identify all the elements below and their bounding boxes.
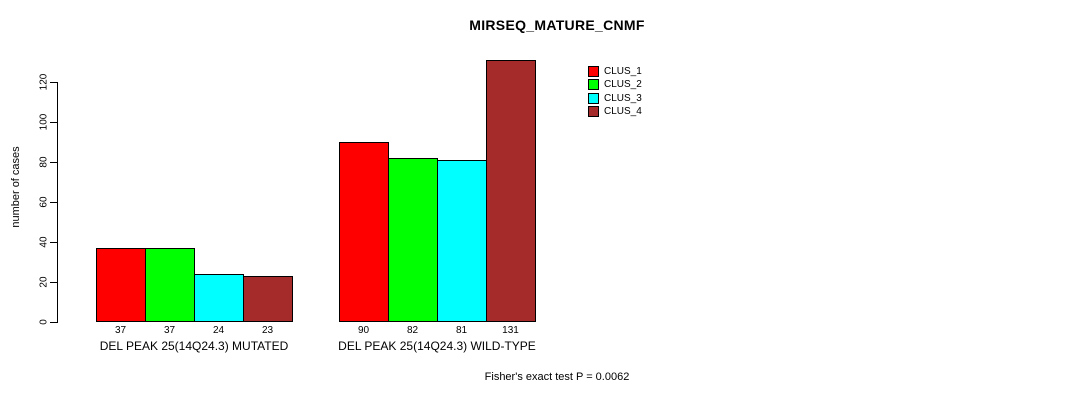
- y-axis-tick-label: 120: [38, 73, 50, 91]
- bar-value-label: 37: [163, 325, 176, 336]
- bar-clus_1-group1: [96, 248, 146, 322]
- y-axis-line: [57, 82, 58, 323]
- y-axis-tick: [50, 82, 57, 83]
- legend-swatch: [588, 106, 599, 118]
- bar-clus_4-group1: [243, 276, 293, 322]
- y-axis-tick-label: 60: [38, 196, 50, 208]
- legend-swatch: [588, 66, 599, 78]
- chart-title: MIRSEQ_MATURE_CNMF: [469, 17, 645, 33]
- y-axis-tick-label: 100: [38, 113, 50, 131]
- y-axis-tick-label: 0: [38, 319, 50, 325]
- bar-clus_3-group1: [194, 274, 244, 322]
- bar-value-label: 37: [114, 325, 127, 336]
- footnote-pvalue: Fisher's exact test P = 0.0062: [484, 371, 630, 383]
- y-axis-tick: [50, 322, 57, 323]
- legend-label: CLUS_4: [604, 106, 642, 118]
- bar-value-label: 23: [261, 325, 274, 336]
- y-axis-tick-label: 20: [38, 276, 50, 288]
- bar-value-label: 90: [357, 325, 370, 336]
- bar-clus_1-group2: [339, 142, 389, 322]
- legend: CLUS_1 CLUS_2 CLUS_3 CLUS_4: [588, 65, 642, 118]
- legend-label: CLUS_2: [604, 79, 642, 91]
- y-axis-tick-label: 80: [38, 156, 50, 168]
- bar-clus_4-group2: [486, 60, 536, 322]
- y-axis-tick-label: 40: [38, 236, 50, 248]
- legend-swatch: [588, 79, 599, 91]
- y-axis-tick: [50, 122, 57, 123]
- legend-item-clus_2: CLUS_2: [588, 78, 642, 91]
- y-axis-tick: [50, 202, 57, 203]
- bar-value-label: 81: [455, 325, 468, 336]
- legend-item-clus_3: CLUS_3: [588, 92, 642, 105]
- bar-value-label: 24: [212, 325, 225, 336]
- x-group-label: DEL PEAK 25(14Q24.3) MUTATED: [99, 339, 289, 353]
- legend-label: CLUS_3: [604, 92, 642, 104]
- y-axis-tick: [50, 162, 57, 163]
- bar-clus_2-group1: [145, 248, 195, 322]
- y-axis-tick: [50, 282, 57, 283]
- y-axis-tick: [50, 242, 57, 243]
- legend-item-clus_4: CLUS_4: [588, 105, 642, 118]
- x-group-label: DEL PEAK 25(14Q24.3) WILD-TYPE: [338, 339, 536, 353]
- legend-label: CLUS_1: [604, 66, 642, 78]
- legend-swatch: [588, 92, 599, 104]
- legend-item-clus_1: CLUS_1: [588, 65, 642, 78]
- y-axis-label: number of cases: [10, 146, 22, 228]
- bar-value-label: 82: [406, 325, 419, 336]
- bar-value-label: 131: [502, 325, 519, 336]
- bar-clus_2-group2: [388, 158, 438, 322]
- bar-clus_3-group2: [437, 160, 487, 322]
